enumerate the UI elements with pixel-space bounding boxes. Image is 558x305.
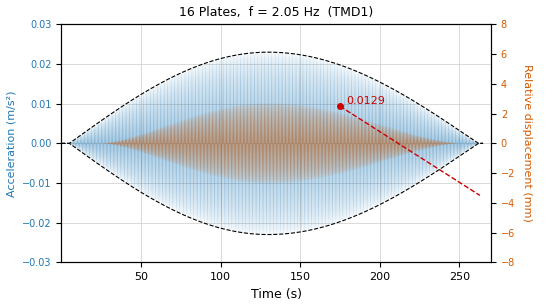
Title: 16 Plates,  f = 2.05 Hz  (TMD1): 16 Plates, f = 2.05 Hz (TMD1): [179, 6, 373, 19]
Y-axis label: Relative displacement (mm): Relative displacement (mm): [522, 64, 532, 222]
Text: 0.0129: 0.0129: [346, 96, 385, 106]
X-axis label: Time (s): Time (s): [251, 288, 302, 301]
Y-axis label: Acceleration (m/s²): Acceleration (m/s²): [7, 90, 17, 197]
